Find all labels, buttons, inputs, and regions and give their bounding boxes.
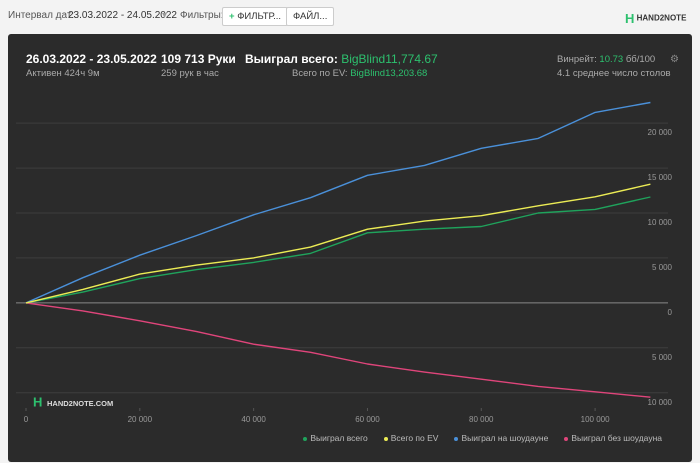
tables: 4.1 среднее число столов [557, 68, 671, 79]
legend-label: Выиграл на шоудауне [461, 433, 549, 443]
active-time: Активен 424ч 9м [26, 68, 100, 79]
legend-dot [383, 436, 388, 441]
legend: Выиграл всего Всего по EV Выиграл на шоуда… [303, 433, 662, 443]
legend-item[interactable]: Выиграл всего [303, 433, 368, 443]
y-tick-label: 5 000 [652, 353, 673, 362]
winrate-unit: бб/100 [625, 54, 656, 65]
logo[interactable]: H HAND2NOTE [625, 11, 687, 26]
series-line [25, 101, 651, 304]
filters-label: Фильтры: [180, 10, 224, 21]
ev-label: Всего по EV: [292, 68, 348, 79]
y-tick-label: 0 [668, 308, 673, 317]
legend-item[interactable]: Всего по EV [383, 433, 439, 443]
x-tick-label: 60 000 [355, 415, 380, 424]
y-tick-label: 10 000 [648, 218, 673, 227]
y-tick-label: 5 000 [652, 263, 673, 272]
filter-button-text: ФИЛЬТР... [237, 11, 282, 22]
x-tick-label: 80 000 [469, 415, 494, 424]
logo-text: HAND2NOTE [636, 13, 687, 23]
date-label: Интервал дат: [8, 10, 75, 21]
filter-button[interactable]: + ФИЛЬТР... [222, 7, 289, 26]
legend-label: Всего по EV [390, 433, 439, 443]
watermark-icon: H [33, 394, 42, 409]
series-line [25, 196, 651, 304]
legend-label: Выиграл всего [310, 433, 368, 443]
dropdown-arrow[interactable]: ▾ [162, 10, 168, 21]
period: 26.03.2022 - 23.05.2022 [26, 52, 157, 66]
date-range[interactable]: 23.03.2022 - 24.05.2022 [68, 10, 177, 21]
legend-dot [454, 436, 459, 441]
hands-per-hour: 259 рук в час [161, 68, 219, 79]
x-tick-label: 20 000 [128, 415, 153, 424]
x-tick-label: 100 000 [581, 415, 610, 424]
toolbar: Интервал дат: 23.03.2022 - 24.05.2022 ▾ … [0, 0, 700, 33]
won: Выиграл всего: BigBlind11,774.67 [245, 52, 438, 66]
file-button[interactable]: ФАЙЛ... [286, 7, 335, 26]
won-value: BigBlind11,774.67 [341, 52, 438, 66]
legend-dot [303, 436, 308, 441]
x-tick-label: 0 [24, 415, 29, 424]
winrate-label: Винрейт: [557, 54, 597, 65]
legend-dot [564, 436, 569, 441]
hands: 109 713 Руки [161, 52, 236, 66]
legend-item[interactable]: Выиграл на шоудауне [454, 433, 548, 443]
legend-label: Выиграл без шоудауна [571, 433, 662, 443]
won-label: Выиграл всего: [245, 52, 338, 66]
file-button-text: ФАЙЛ... [293, 11, 328, 22]
ev: Всего по EV: BigBlind13,203.68 [292, 68, 427, 79]
y-tick-label: 15 000 [648, 173, 673, 182]
y-tick-label: 20 000 [648, 128, 673, 137]
series-line [25, 183, 651, 304]
winrate: Винрейт: 10.73 бб/100 [557, 54, 655, 65]
grid [16, 122, 668, 394]
settings-icon[interactable]: ⚙ [670, 54, 679, 65]
watermark: HAND2NOTE.COM [47, 399, 113, 408]
y-tick-label: 10 000 [648, 398, 673, 407]
legend-item[interactable]: Выиграл без шоудауна [564, 433, 662, 443]
series-line [25, 302, 651, 398]
ev-value: BigBlind13,203.68 [350, 68, 428, 79]
x-tick-label: 40 000 [241, 415, 266, 424]
winrate-value: 10.73 [599, 54, 624, 65]
